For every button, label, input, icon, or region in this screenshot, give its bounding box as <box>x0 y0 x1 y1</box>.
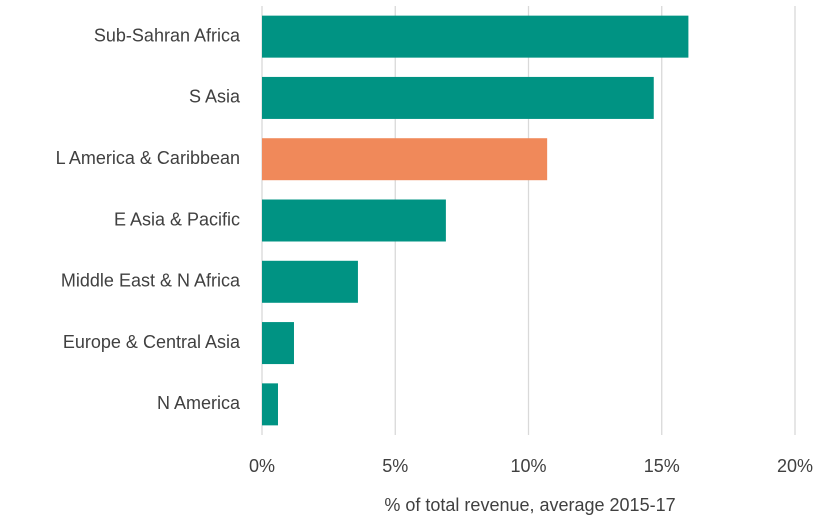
y-tick-label: N America <box>157 393 241 413</box>
x-tick-label: 5% <box>382 456 408 476</box>
x-axis-label: % of total revenue, average 2015-17 <box>384 495 675 515</box>
bar <box>262 260 358 303</box>
x-tick-label: 10% <box>510 456 546 476</box>
bar <box>262 15 689 58</box>
bar <box>262 322 294 365</box>
x-tick-label: 0% <box>249 456 275 476</box>
y-tick-label: Europe & Central Asia <box>63 332 241 352</box>
x-tick-label: 15% <box>644 456 680 476</box>
bar <box>262 76 654 119</box>
x-tick-label: 20% <box>777 456 813 476</box>
y-tick-label: E Asia & Pacific <box>114 209 240 229</box>
bar <box>262 199 446 242</box>
y-tick-label: S Asia <box>189 87 241 107</box>
bar <box>262 383 278 426</box>
bar <box>262 138 548 181</box>
y-tick-label: Sub-Sahran Africa <box>94 25 241 45</box>
y-tick-label: L America & Caribbean <box>56 148 240 168</box>
y-tick-label: Middle East & N Africa <box>61 271 241 291</box>
